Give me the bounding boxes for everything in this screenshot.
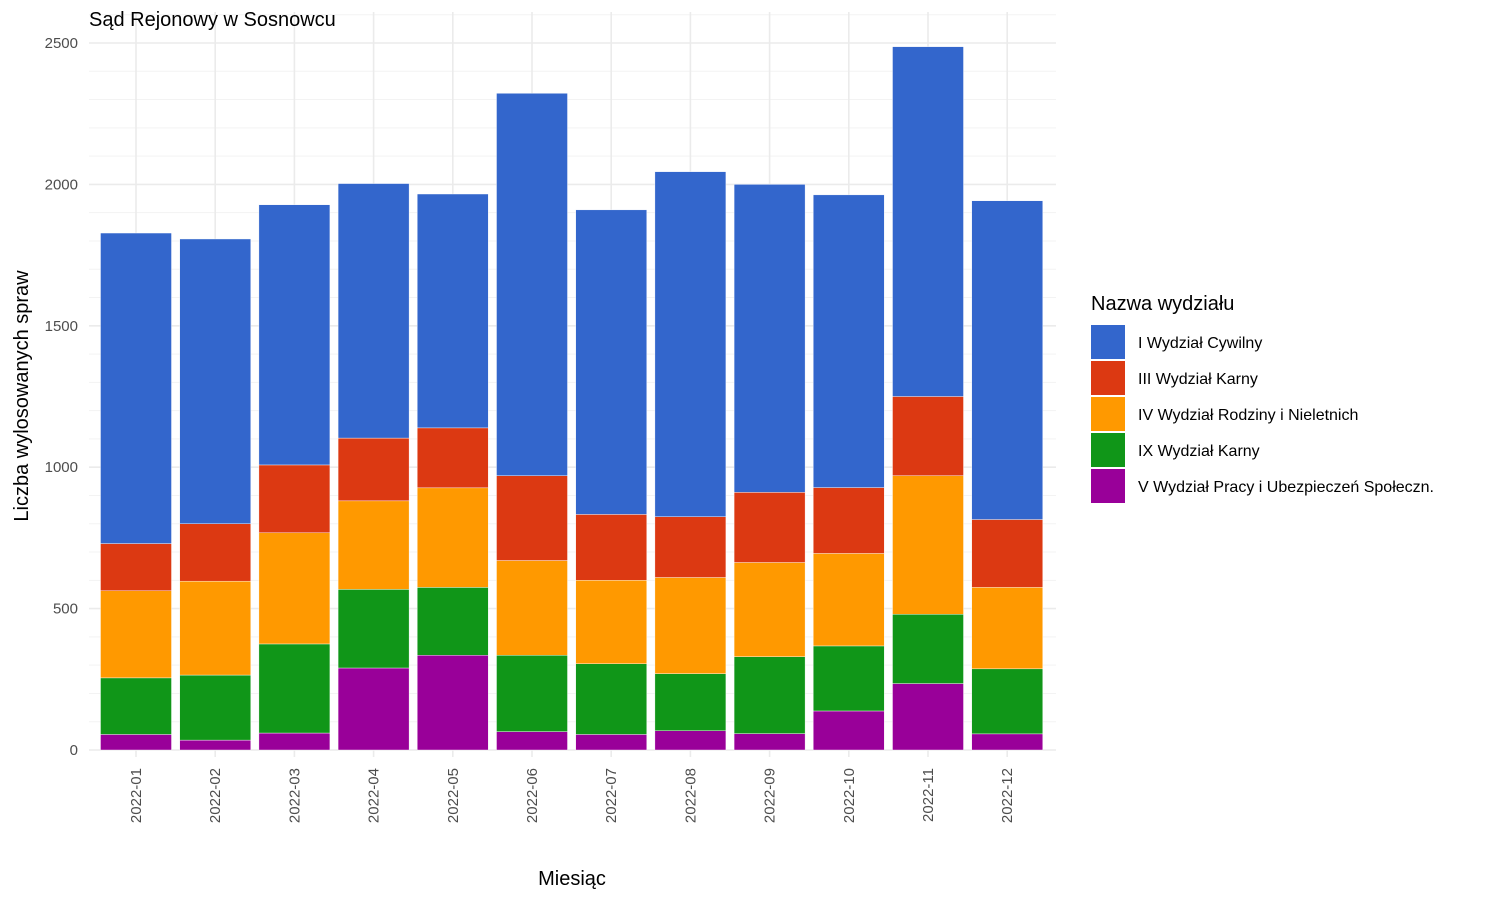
bar-segment-2022-09-series-2[interactable] <box>733 562 806 657</box>
bar-segment-2022-12-series-3[interactable] <box>971 519 1043 588</box>
bar-segment-2022-02-series-4[interactable] <box>179 238 251 524</box>
bar-segment-2022-03-series-1[interactable] <box>258 643 331 734</box>
bar-segment-2022-07-series-0[interactable] <box>575 734 647 751</box>
x-tick-label: 2022-01 <box>128 768 145 823</box>
bar-segment-2022-02-series-1[interactable] <box>179 674 251 741</box>
bar-segment-2022-05-series-3[interactable] <box>417 427 489 489</box>
bar-segment-2022-06-series-4[interactable] <box>496 93 568 476</box>
x-tick-label: 2022-05 <box>445 768 462 823</box>
legend-swatch <box>1091 361 1125 395</box>
bar-segment-2022-08-series-4[interactable] <box>654 171 727 517</box>
y-tick-label: 500 <box>53 601 78 618</box>
bar-segment-2022-11-series-3[interactable] <box>892 396 964 476</box>
bar-segment-2022-07-series-1[interactable] <box>575 663 647 735</box>
legend-title: Nazwa wydziału <box>1091 293 1234 315</box>
bar-segment-2022-10-series-0[interactable] <box>813 710 885 751</box>
bar-segment-2022-02-series-3[interactable] <box>179 523 251 582</box>
bar-segment-2022-10-series-2[interactable] <box>813 553 885 647</box>
bar-segment-2022-06-series-2[interactable] <box>496 560 568 656</box>
bar-segment-2022-07-series-4[interactable] <box>575 209 647 515</box>
bar-segment-2022-05-series-2[interactable] <box>417 487 489 588</box>
bar-segment-2022-08-series-0[interactable] <box>654 730 727 751</box>
x-tick-label: 2022-09 <box>762 768 779 823</box>
x-tick-label: 2022-04 <box>366 768 383 823</box>
bar-segment-2022-12-series-0[interactable] <box>971 733 1043 751</box>
x-tick-label: 2022-11 <box>920 768 937 822</box>
x-tick-label: 2022-08 <box>682 768 699 823</box>
x-tick-label: 2022-10 <box>841 768 858 823</box>
x-tick-label: 2022-12 <box>999 768 1016 823</box>
bar-segment-2022-12-series-2[interactable] <box>971 587 1043 670</box>
bar-segment-2022-08-series-1[interactable] <box>654 673 727 731</box>
x-axis-title: Miesiąc <box>538 868 606 890</box>
bar-segment-2022-01-series-4[interactable] <box>100 232 172 544</box>
x-axis-ticks: 2022-01 2022-02 2022-03 2022-04 2022-05 2022-… <box>128 768 1016 823</box>
legend-label: V Wydział Pracy i Ubezpieczeń Społeczn. <box>1138 479 1434 496</box>
legend-label: I Wydział Cywilny <box>1138 335 1262 352</box>
bar-segment-2022-01-series-1[interactable] <box>100 677 172 735</box>
bar-segment-2022-11-series-0[interactable] <box>892 683 964 751</box>
bar-segment-2022-01-series-3[interactable] <box>100 543 172 591</box>
legend-label: IX Wydział Karny <box>1138 443 1260 460</box>
x-tick-label: 2022-03 <box>286 768 303 823</box>
bar-segment-2022-03-series-4[interactable] <box>258 204 331 466</box>
bar-segment-2022-11-series-4[interactable] <box>892 46 964 397</box>
bar-segment-2022-09-series-1[interactable] <box>733 656 806 734</box>
y-axis-ticks: 0 500 1000 1500 2000 2500 <box>45 35 78 759</box>
bar-segment-2022-09-series-0[interactable] <box>733 733 806 751</box>
bar-segment-2022-12-series-1[interactable] <box>971 668 1043 735</box>
y-axis-title: Liczba wylosowanych spraw <box>11 270 33 522</box>
bar-segment-2022-01-series-0[interactable] <box>100 734 172 751</box>
legend-label: III Wydział Karny <box>1138 371 1258 388</box>
bar-segment-2022-12-series-4[interactable] <box>971 200 1043 520</box>
bar-segment-2022-11-series-1[interactable] <box>892 614 964 684</box>
legend: Nazwa wydziału I Wydział Cywilny III Wydz… <box>1091 293 1434 503</box>
chart-title: Sąd Rejonowy w Sosnowcu <box>89 9 336 31</box>
bar-segment-2022-06-series-0[interactable] <box>496 731 568 751</box>
x-tick-label: 2022-02 <box>207 768 224 823</box>
bar-segment-2022-07-series-2[interactable] <box>575 580 647 664</box>
bar-segment-2022-03-series-2[interactable] <box>258 532 331 645</box>
bar-segment-2022-08-series-3[interactable] <box>654 516 727 578</box>
bar-segment-2022-02-series-2[interactable] <box>179 580 251 676</box>
legend-swatch <box>1091 397 1125 431</box>
bar-segment-2022-10-series-1[interactable] <box>813 645 885 712</box>
bar-segment-2022-04-series-2[interactable] <box>337 500 410 590</box>
y-tick-label: 2500 <box>45 35 78 52</box>
bars <box>100 46 1043 751</box>
bar-segment-2022-02-series-0[interactable] <box>179 739 251 751</box>
bar-segment-2022-04-series-3[interactable] <box>337 437 410 502</box>
bar-segment-2022-06-series-1[interactable] <box>496 655 568 732</box>
bar-segment-2022-04-series-1[interactable] <box>337 589 410 669</box>
legend-swatch <box>1091 325 1125 359</box>
bar-segment-2022-05-series-1[interactable] <box>417 587 489 656</box>
legend-swatch <box>1091 469 1125 503</box>
x-tick-label: 2022-07 <box>603 768 620 823</box>
bar-segment-2022-07-series-3[interactable] <box>575 514 647 581</box>
bar-segment-2022-04-series-0[interactable] <box>337 667 410 751</box>
bar-segment-2022-03-series-0[interactable] <box>258 732 331 751</box>
legend-swatch <box>1091 433 1125 467</box>
bar-segment-2022-04-series-4[interactable] <box>337 183 410 439</box>
bar-segment-2022-03-series-3[interactable] <box>258 464 331 534</box>
bar-segment-2022-05-series-4[interactable] <box>417 193 489 429</box>
y-tick-label: 0 <box>70 742 78 759</box>
bar-segment-2022-11-series-2[interactable] <box>892 475 964 615</box>
y-tick-label: 1000 <box>45 459 78 476</box>
bar-segment-2022-10-series-3[interactable] <box>813 487 885 554</box>
bar-segment-2022-05-series-0[interactable] <box>417 655 489 751</box>
y-tick-label: 2000 <box>45 176 78 193</box>
x-tick-label: 2022-06 <box>524 768 541 823</box>
bar-segment-2022-01-series-2[interactable] <box>100 590 172 679</box>
legend-label: IV Wydział Rodziny i Nieletnich <box>1138 407 1358 424</box>
bar-segment-2022-06-series-3[interactable] <box>496 475 568 561</box>
y-tick-label: 1500 <box>45 318 78 335</box>
bar-segment-2022-10-series-4[interactable] <box>813 194 885 488</box>
bar-segment-2022-08-series-2[interactable] <box>654 577 727 674</box>
bar-segment-2022-09-series-3[interactable] <box>733 492 806 563</box>
bar-segment-2022-09-series-4[interactable] <box>733 184 806 493</box>
